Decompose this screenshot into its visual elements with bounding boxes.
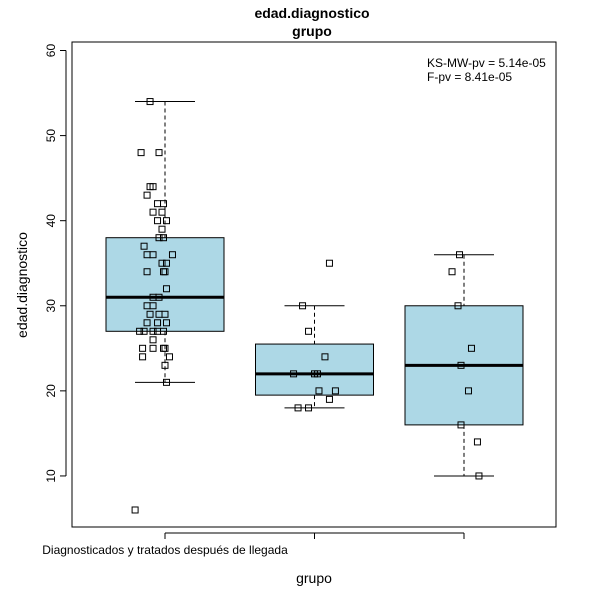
data-point bbox=[464, 387, 472, 395]
data-point bbox=[162, 378, 170, 386]
annotation-ks-mw: KS-MW-pv = 5.14e-05 bbox=[427, 56, 546, 70]
data-point bbox=[137, 149, 145, 157]
data-point bbox=[146, 98, 154, 106]
x-axis bbox=[164, 532, 465, 539]
data-point bbox=[160, 327, 168, 335]
data-point bbox=[454, 302, 462, 310]
data-point bbox=[473, 438, 481, 446]
category-label-1: Diagnosticados y tratados después de lle… bbox=[42, 543, 288, 557]
data-point bbox=[149, 344, 157, 352]
data-point bbox=[155, 234, 163, 242]
y-tick-label: 40 bbox=[44, 214, 58, 228]
plot-frame bbox=[71, 41, 557, 528]
y-tick-label: 20 bbox=[44, 384, 58, 398]
data-point bbox=[160, 234, 168, 242]
data-point bbox=[305, 404, 313, 412]
data-point bbox=[305, 327, 313, 335]
y-tick-label: 30 bbox=[44, 299, 58, 313]
chart-subtitle: grupo bbox=[292, 23, 332, 39]
data-point bbox=[139, 353, 147, 361]
data-point bbox=[457, 421, 465, 429]
y-tick-label: 50 bbox=[44, 129, 58, 143]
chart-title: edad.diagnostico bbox=[254, 5, 369, 21]
data-point bbox=[140, 327, 148, 335]
data-point bbox=[325, 259, 333, 267]
data-point bbox=[149, 336, 157, 344]
data-point bbox=[154, 319, 162, 327]
data-point bbox=[136, 327, 144, 335]
data-point bbox=[149, 302, 157, 310]
data-point bbox=[161, 361, 169, 369]
data-point bbox=[143, 319, 151, 327]
data-point bbox=[131, 506, 139, 514]
x-axis-label: grupo bbox=[296, 570, 332, 586]
data-point bbox=[467, 344, 475, 352]
data-point bbox=[143, 191, 151, 199]
data-point bbox=[161, 310, 169, 318]
data-point bbox=[162, 319, 170, 327]
data-point bbox=[155, 149, 163, 157]
data-point bbox=[161, 344, 169, 352]
data-point bbox=[161, 268, 169, 276]
data-point bbox=[290, 370, 298, 378]
box-group-2 bbox=[255, 305, 374, 409]
iqr-box bbox=[255, 343, 374, 396]
data-point bbox=[149, 327, 157, 335]
data-point bbox=[321, 353, 329, 361]
data-point bbox=[160, 344, 168, 352]
data-point bbox=[162, 217, 170, 225]
data-point bbox=[313, 370, 321, 378]
data-point bbox=[475, 472, 483, 480]
data-point bbox=[149, 183, 157, 191]
data-point bbox=[294, 404, 302, 412]
box-group-1 bbox=[105, 101, 225, 383]
data-point bbox=[140, 242, 148, 250]
annotation-f: F-pv = 8.41e-05 bbox=[427, 70, 512, 84]
data-point bbox=[160, 200, 168, 208]
data-point bbox=[158, 208, 166, 216]
data-point bbox=[168, 251, 176, 259]
data-point bbox=[165, 353, 173, 361]
data-point bbox=[158, 225, 166, 233]
data-point bbox=[331, 387, 339, 395]
data-point bbox=[143, 268, 151, 276]
data-point bbox=[325, 395, 333, 403]
data-points bbox=[131, 98, 483, 514]
data-point bbox=[158, 259, 166, 267]
data-point bbox=[139, 344, 147, 352]
boxes bbox=[105, 101, 524, 477]
data-point bbox=[457, 361, 465, 369]
data-point bbox=[299, 302, 307, 310]
data-point bbox=[149, 251, 157, 259]
data-point bbox=[448, 268, 456, 276]
data-point bbox=[149, 208, 157, 216]
data-point bbox=[315, 387, 323, 395]
data-point bbox=[162, 285, 170, 293]
y-axis: 10 20 30 40 50 60 bbox=[44, 44, 67, 483]
data-point bbox=[146, 310, 154, 318]
y-tick-label: 60 bbox=[44, 44, 58, 58]
y-axis-label: edad.diagnostico bbox=[14, 232, 30, 338]
iqr-box bbox=[105, 237, 225, 332]
data-point bbox=[162, 259, 170, 267]
data-point bbox=[154, 200, 162, 208]
data-point bbox=[154, 217, 162, 225]
y-tick-label: 10 bbox=[44, 469, 58, 483]
data-point bbox=[155, 293, 163, 301]
data-point bbox=[456, 251, 464, 259]
